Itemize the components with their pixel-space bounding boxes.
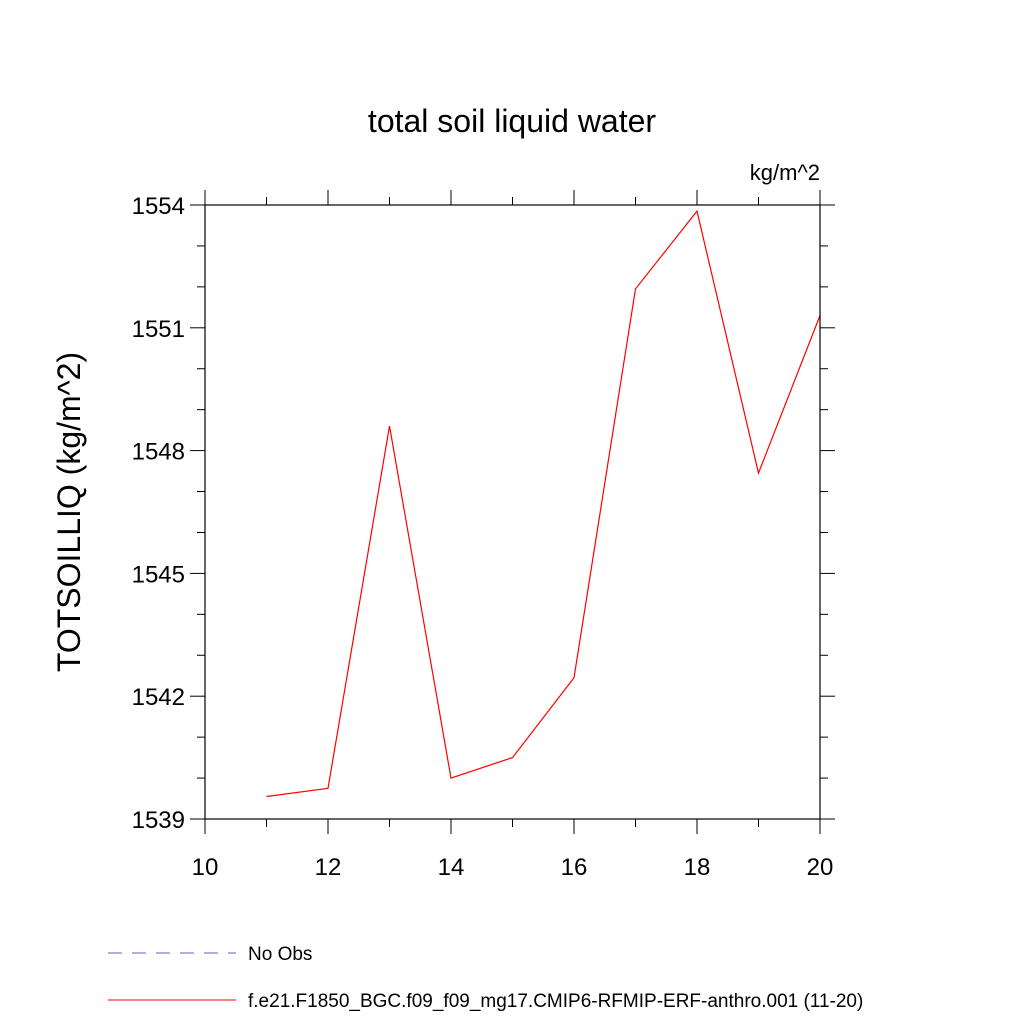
legend-label-model-run: f.e21.F1850_BGC.f09_f09_mg17.CMIP6-RFMIP… bbox=[248, 991, 863, 1012]
legend-label-no-obs: No Obs bbox=[248, 944, 312, 965]
x-tick-label: 18 bbox=[684, 854, 711, 881]
y-tick-label: 1539 bbox=[132, 807, 185, 834]
chart-title: total soil liquid water bbox=[368, 103, 656, 139]
series-layer bbox=[266, 209, 821, 798]
y-tick-label: 1551 bbox=[132, 316, 185, 343]
x-tick-label: 20 bbox=[807, 854, 834, 881]
y-tick-label: 1548 bbox=[132, 439, 185, 466]
y-tick-label: 1545 bbox=[132, 561, 185, 588]
y-tick-label: 1554 bbox=[132, 193, 185, 220]
plot-frame bbox=[204, 204, 821, 820]
legend: No Obs f.e21.F1850_BGC.f09_f09_mg17.CMIP… bbox=[108, 944, 863, 1012]
tick-labels: 10 12 14 16 18 20 1539 1542 1545 1548 1551 1554 bbox=[132, 193, 834, 881]
series-line bbox=[266, 209, 821, 798]
x-tick-label: 10 bbox=[192, 854, 219, 881]
axis-ticks bbox=[190, 190, 835, 834]
x-tick-label: 12 bbox=[315, 854, 342, 881]
units-label: kg/m^2 bbox=[750, 160, 820, 185]
y-tick-label: 1542 bbox=[132, 684, 185, 711]
x-tick-label: 16 bbox=[561, 854, 588, 881]
x-tick-label: 14 bbox=[438, 854, 465, 881]
y-axis-label: TOTSOILLIQ (kg/m^2) bbox=[51, 352, 87, 672]
